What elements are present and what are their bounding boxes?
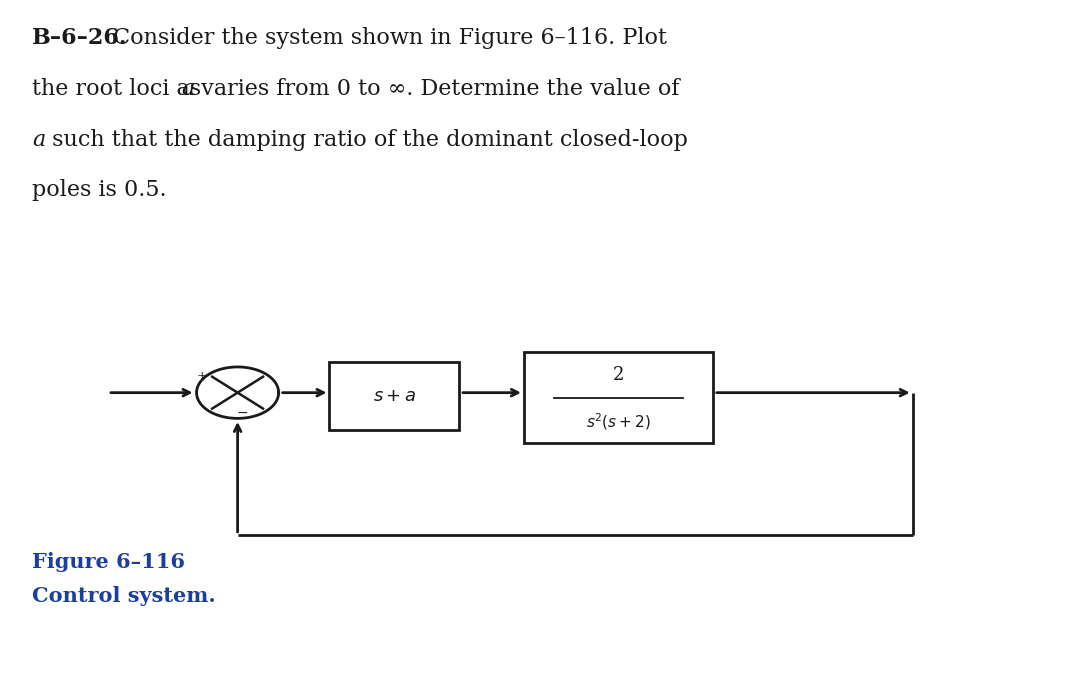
Text: the root loci as: the root loci as xyxy=(32,78,208,100)
Text: $\mathit{s}+\mathit{a}$: $\mathit{s}+\mathit{a}$ xyxy=(373,387,416,405)
Text: Control system.: Control system. xyxy=(32,586,216,606)
Text: 2: 2 xyxy=(612,366,624,384)
Text: +: + xyxy=(197,370,207,383)
Text: varies from 0 to ∞. Determine the value of: varies from 0 to ∞. Determine the value … xyxy=(194,78,680,100)
Text: Figure 6–116: Figure 6–116 xyxy=(32,552,186,572)
Text: poles is 0.5.: poles is 0.5. xyxy=(32,179,167,201)
Text: −: − xyxy=(237,406,247,420)
FancyBboxPatch shape xyxy=(329,362,459,430)
Text: B–6–26.: B–6–26. xyxy=(32,27,127,49)
FancyBboxPatch shape xyxy=(524,352,713,443)
Text: a: a xyxy=(32,129,45,150)
Text: $\mathit{s}^2(\mathit{s}+2)$: $\mathit{s}^2(\mathit{s}+2)$ xyxy=(585,412,651,433)
Text: such that the damping ratio of the dominant closed-loop: such that the damping ratio of the domin… xyxy=(45,129,688,150)
Text: a: a xyxy=(181,78,194,100)
Text: Consider the system shown in Figure 6–116. Plot: Consider the system shown in Figure 6–11… xyxy=(106,27,666,49)
